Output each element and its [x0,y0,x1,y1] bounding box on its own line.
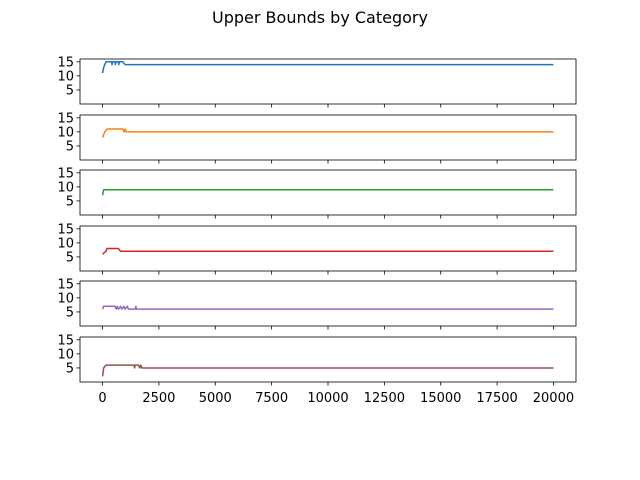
y-tick-label: 15 [57,277,74,292]
y-tick-label: 5 [66,139,74,154]
y-tick-label: 10 [57,69,74,84]
y-tick-label: 15 [57,166,74,181]
x-tick-label: 10000 [307,391,348,406]
y-tick-label: 10 [57,291,74,306]
x-tick-label: 15000 [420,391,461,406]
y-tick-label: 5 [66,305,74,320]
y-tick-label: 15 [57,111,74,126]
y-tick-label: 15 [57,222,74,237]
series-line-1 [101,61,554,74]
axes-frame [79,336,577,383]
x-tick-label: 20000 [533,391,574,406]
axes-frame [79,225,577,272]
y-tick-label: 10 [57,125,74,140]
y-tick-label: 5 [66,361,74,376]
y-tick-label: 10 [57,236,74,251]
y-tick-label: 15 [57,55,74,70]
axes-frame [79,114,577,161]
x-tick-label: 12500 [364,391,405,406]
axes-frame [79,169,577,216]
chart-title: Upper Bounds by Category [212,8,428,27]
y-tick-label: 10 [57,347,74,362]
x-tick-label: 5000 [199,391,232,406]
axes-frame [79,58,577,105]
y-tick-label: 10 [57,180,74,195]
x-tick-label: 2500 [142,391,175,406]
series-line-4 [102,247,554,255]
x-tick-label: 0 [98,391,106,406]
axes-frame [79,280,577,327]
series-line-5 [101,305,554,310]
x-tick-label: 17500 [476,391,517,406]
y-tick-label: 5 [66,83,74,98]
series-line-2 [101,128,554,138]
series-line-6 [101,364,554,377]
y-tick-label: 15 [57,333,74,348]
x-tick-label: 7500 [255,391,288,406]
series-line-3 [101,188,554,196]
y-tick-label: 5 [66,250,74,265]
y-tick-label: 5 [66,194,74,209]
